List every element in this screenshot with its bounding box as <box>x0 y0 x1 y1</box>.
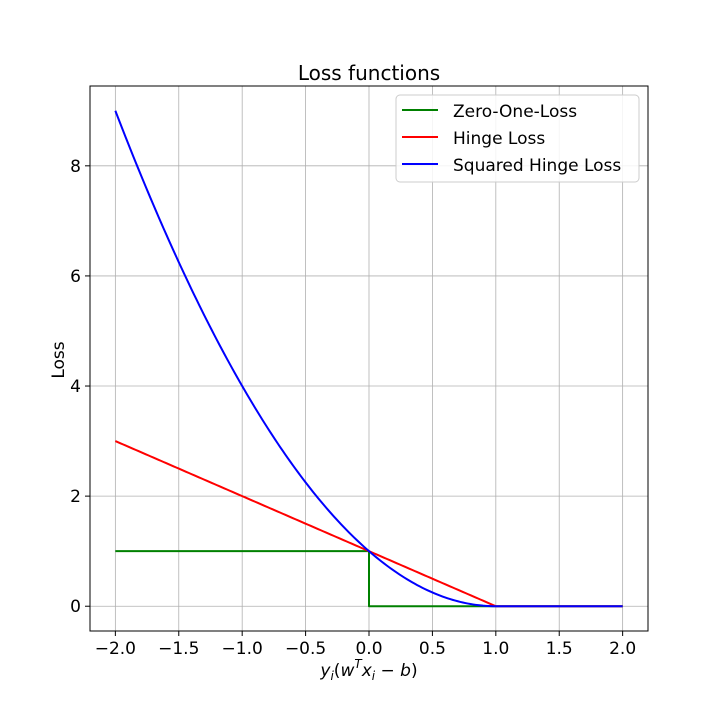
y-tick-label: 8 <box>70 157 81 177</box>
x-tick-label: 2.0 <box>609 639 636 659</box>
legend-label-zero-one-loss: Zero-One-Loss <box>453 102 577 122</box>
y-axis-label: Loss <box>49 341 69 378</box>
legend-label-squared-hinge-loss: Squared Hinge Loss <box>453 156 621 176</box>
y-tick-label: 0 <box>70 597 81 617</box>
x-tick-label: −1.0 <box>222 639 263 659</box>
x-tick-label: −2.0 <box>95 639 136 659</box>
x-tick-label: 1.5 <box>546 639 573 659</box>
y-axis-ticks: 0 2 4 6 8 <box>70 157 90 617</box>
legend: Zero-One-Loss Hinge Loss Squared Hinge L… <box>395 94 640 183</box>
legend-box <box>395 94 640 183</box>
x-tick-label: 0.0 <box>355 639 382 659</box>
y-tick-label: 2 <box>70 487 81 507</box>
x-tick-label: −1.5 <box>158 639 199 659</box>
x-axis-label: yi(wTxi − b) <box>319 657 417 683</box>
chart-title: Loss functions <box>298 61 440 85</box>
y-tick-label: 6 <box>70 267 81 287</box>
plot-series <box>114 110 623 608</box>
x-tick-label: 0.5 <box>419 639 446 659</box>
legend-label-hinge-loss: Hinge Loss <box>453 129 545 149</box>
x-axis-ticks: −2.0 −1.5 −1.0 −0.5 0.0 0.5 1.0 1.5 2.0 <box>95 631 636 659</box>
x-tick-label: 1.0 <box>482 639 509 659</box>
series-line-zero-one-loss <box>115 550 623 608</box>
y-tick-label: 4 <box>70 377 81 397</box>
x-tick-label: −0.5 <box>285 639 326 659</box>
series-line-squared-hinge-loss <box>114 110 623 608</box>
